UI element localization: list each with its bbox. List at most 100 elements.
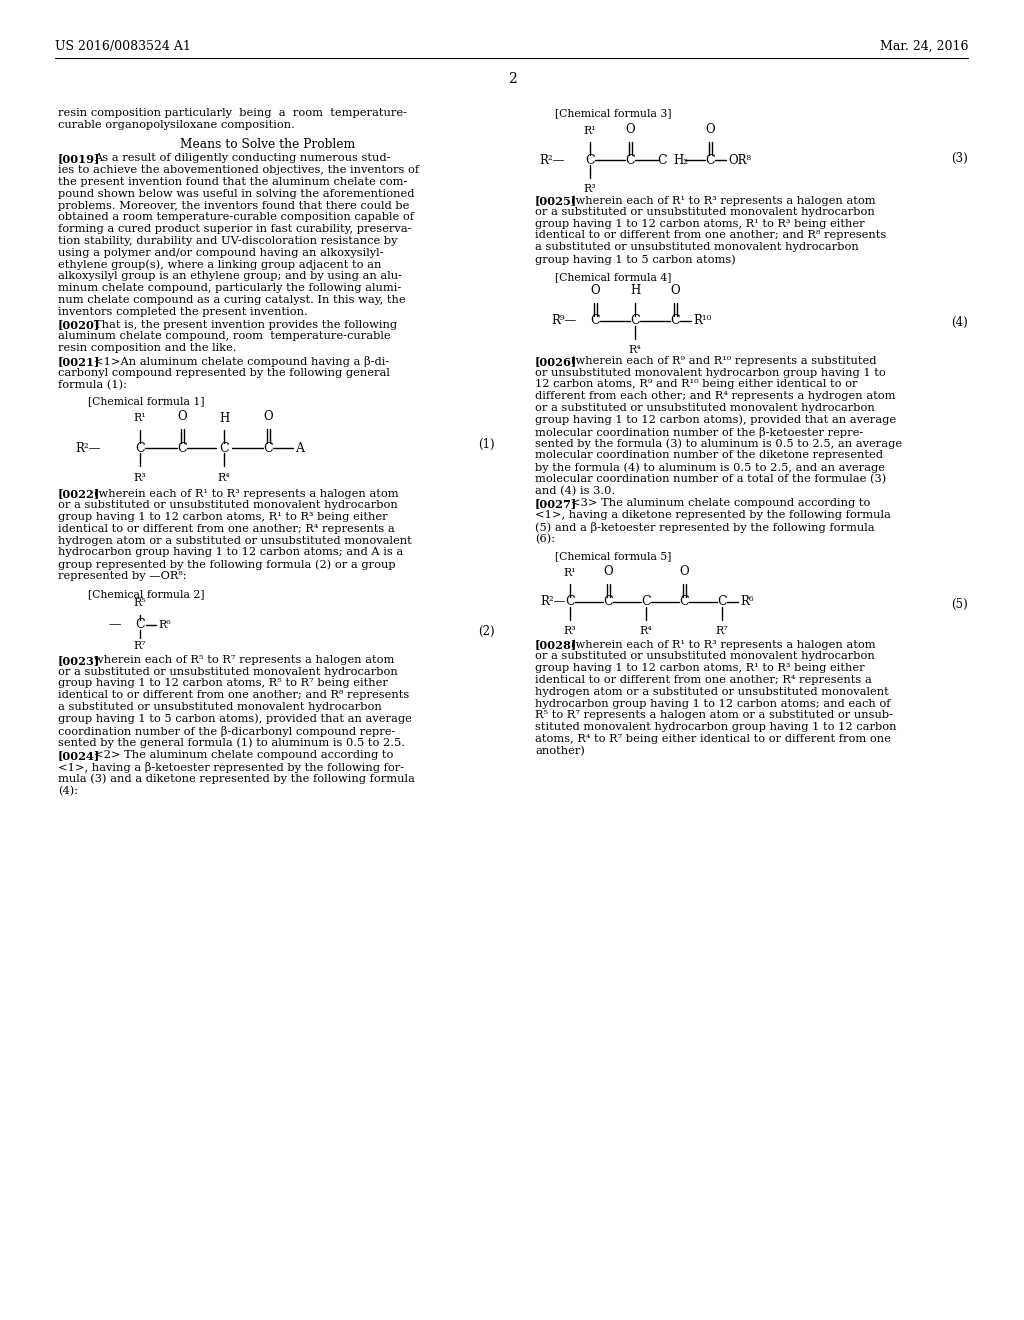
Text: <1>An aluminum chelate compound having a β-di-: <1>An aluminum chelate compound having a… [94, 356, 389, 367]
Text: H₂: H₂ [673, 153, 688, 166]
Text: C: C [717, 595, 727, 609]
Text: H: H [219, 412, 229, 425]
Text: using a polymer and/or compound having an alkoxysilyl-: using a polymer and/or compound having a… [58, 248, 384, 257]
Text: carbonyl compound represented by the following general: carbonyl compound represented by the fol… [58, 368, 390, 378]
Text: tion stability, durability and UV-discoloration resistance by: tion stability, durability and UV-discol… [58, 236, 397, 246]
Text: (wherein each of R¹ to R³ represents a halogen atom: (wherein each of R¹ to R³ represents a h… [571, 195, 876, 206]
Text: mula (3) and a diketone represented by the following formula: mula (3) and a diketone represented by t… [58, 774, 415, 784]
Text: [Chemical formula 5]: [Chemical formula 5] [555, 552, 672, 561]
Text: minum chelate compound, particularly the following alumi-: minum chelate compound, particularly the… [58, 284, 401, 293]
Text: R¹: R¹ [134, 413, 146, 424]
Text: obtained a room temperature-curable composition capable of: obtained a room temperature-curable comp… [58, 213, 414, 222]
Text: (2): (2) [478, 624, 495, 638]
Text: group having 1 to 12 carbon atoms, R⁵ to R⁷ being either: group having 1 to 12 carbon atoms, R⁵ to… [58, 678, 388, 689]
Text: (wherein each of R¹ to R³ represents a halogen atom: (wherein each of R¹ to R³ represents a h… [94, 488, 398, 499]
Text: R³: R³ [563, 626, 577, 636]
Text: (1): (1) [478, 438, 495, 451]
Text: C: C [670, 314, 680, 327]
Text: atoms, R⁴ to R⁷ being either identical to or different from one: atoms, R⁴ to R⁷ being either identical t… [535, 734, 891, 744]
Text: wherein each of R⁵ to R⁷ represents a halogen atom: wherein each of R⁵ to R⁷ represents a ha… [94, 655, 394, 665]
Text: R¹: R¹ [563, 568, 577, 578]
Text: group having 1 to 12 carbon atoms), provided that an average: group having 1 to 12 carbon atoms), prov… [535, 414, 896, 425]
Text: [0021]: [0021] [58, 356, 100, 367]
Text: resin composition and the like.: resin composition and the like. [58, 343, 237, 354]
Text: R³: R³ [133, 474, 146, 483]
Text: R⁹—: R⁹— [552, 314, 577, 327]
Text: hydrocarbon group having 1 to 12 carbon atoms; and A is a: hydrocarbon group having 1 to 12 carbon … [58, 548, 403, 557]
Text: As a result of diligently conducting numerous stud-: As a result of diligently conducting num… [94, 153, 390, 164]
Text: Means to Solve the Problem: Means to Solve the Problem [180, 137, 355, 150]
Text: R⁶: R⁶ [740, 595, 754, 609]
Text: 12 carbon atoms, R⁹ and R¹⁰ being either identical to or: 12 carbon atoms, R⁹ and R¹⁰ being either… [535, 379, 857, 389]
Text: R¹⁰: R¹⁰ [693, 314, 712, 327]
Text: [Chemical formula 4]: [Chemical formula 4] [555, 272, 672, 281]
Text: C: C [135, 618, 144, 631]
Text: [0025]: [0025] [535, 195, 578, 206]
Text: <3> The aluminum chelate compound according to: <3> The aluminum chelate compound accord… [571, 499, 870, 508]
Text: O: O [626, 123, 635, 136]
Text: Mar. 24, 2016: Mar. 24, 2016 [880, 40, 968, 53]
Text: or a substituted or unsubstituted monovalent hydrocarbon: or a substituted or unsubstituted monova… [535, 651, 874, 661]
Text: C: C [641, 595, 651, 609]
Text: C: C [219, 442, 228, 455]
Text: R⁷: R⁷ [134, 640, 146, 651]
Text: R⁴: R⁴ [629, 345, 641, 355]
Text: by the formula (4) to aluminum is 0.5 to 2.5, and an average: by the formula (4) to aluminum is 0.5 to… [535, 462, 885, 473]
Text: hydrocarbon group having 1 to 12 carbon atoms; and each of: hydrocarbon group having 1 to 12 carbon … [535, 698, 891, 709]
Text: (4):: (4): [58, 785, 78, 796]
Text: identical to or different from one another; R⁴ represents a: identical to or different from one anoth… [535, 675, 871, 685]
Text: C: C [626, 153, 635, 166]
Text: R²—: R²— [540, 153, 565, 166]
Text: O: O [679, 565, 689, 578]
Text: —: — [109, 618, 121, 631]
Text: 2: 2 [508, 73, 516, 86]
Text: H: H [630, 284, 640, 297]
Text: or a substituted or unsubstituted monovalent hydrocarbon: or a substituted or unsubstituted monova… [535, 403, 874, 413]
Text: C: C [135, 442, 144, 455]
Text: <1>, having a diketone represented by the following formula: <1>, having a diketone represented by th… [535, 511, 891, 520]
Text: R⁷: R⁷ [716, 626, 728, 636]
Text: formula (1):: formula (1): [58, 380, 127, 389]
Text: or a substituted or unsubstituted monovalent hydrocarbon: or a substituted or unsubstituted monova… [58, 500, 397, 511]
Text: molecular coordination number of a total of the formulae (3): molecular coordination number of a total… [535, 474, 886, 484]
Text: another): another) [535, 746, 585, 756]
Text: [0027]: [0027] [535, 499, 578, 510]
Text: [Chemical formula 1]: [Chemical formula 1] [88, 396, 205, 407]
Text: [0026]: [0026] [535, 356, 578, 367]
Text: hydrogen atom or a substituted or unsubstituted monovalent: hydrogen atom or a substituted or unsubs… [535, 686, 889, 697]
Text: num chelate compound as a curing catalyst. In this way, the: num chelate compound as a curing catalys… [58, 294, 406, 305]
Text: group having 1 to 5 carbon atoms), provided that an average: group having 1 to 5 carbon atoms), provi… [58, 714, 412, 725]
Text: R³: R³ [584, 183, 596, 194]
Text: group having 1 to 12 carbon atoms, R¹ to R³ being either: group having 1 to 12 carbon atoms, R¹ to… [535, 219, 864, 228]
Text: the present invention found that the aluminum chelate com-: the present invention found that the alu… [58, 177, 408, 187]
Text: R⁴: R⁴ [640, 626, 652, 636]
Text: molecular coordination number of the diketone represented: molecular coordination number of the dik… [535, 450, 883, 461]
Text: group having 1 to 12 carbon atoms, R¹ to R³ being either: group having 1 to 12 carbon atoms, R¹ to… [58, 512, 388, 521]
Text: identical to or different from one another; and R⁸ represents: identical to or different from one anoth… [58, 690, 410, 700]
Text: identical to or different from one another; and R⁸ represents: identical to or different from one anoth… [535, 231, 886, 240]
Text: [0022]: [0022] [58, 488, 100, 499]
Text: R²—: R²— [541, 595, 566, 609]
Text: C: C [585, 153, 595, 166]
Text: O: O [263, 411, 272, 424]
Text: O: O [603, 565, 612, 578]
Text: sented by the formula (3) to aluminum is 0.5 to 2.5, an average: sented by the formula (3) to aluminum is… [535, 438, 902, 449]
Text: (5) and a β-ketoester represented by the following formula: (5) and a β-ketoester represented by the… [535, 521, 874, 533]
Text: That is, the present invention provides the following: That is, the present invention provides … [94, 319, 397, 330]
Text: C: C [177, 442, 186, 455]
Text: coordination number of the β-dicarbonyl compound repre-: coordination number of the β-dicarbonyl … [58, 726, 395, 737]
Text: O: O [177, 411, 186, 424]
Text: resin composition particularly  being  a  room  temperature-: resin composition particularly being a r… [58, 108, 407, 117]
Text: O: O [706, 123, 715, 136]
Text: (5): (5) [951, 598, 968, 611]
Text: [0024]: [0024] [58, 750, 100, 762]
Text: R²—: R²— [76, 442, 101, 455]
Text: [Chemical formula 3]: [Chemical formula 3] [555, 108, 672, 117]
Text: C: C [679, 595, 689, 609]
Text: curable organopolysiloxane composition.: curable organopolysiloxane composition. [58, 120, 295, 129]
Text: O: O [670, 284, 680, 297]
Text: forming a cured product superior in fast curability, preserva-: forming a cured product superior in fast… [58, 224, 412, 234]
Text: C: C [706, 153, 715, 166]
Text: different from each other; and R⁴ represents a hydrogen atom: different from each other; and R⁴ repres… [535, 391, 896, 401]
Text: [Chemical formula 2]: [Chemical formula 2] [88, 589, 205, 599]
